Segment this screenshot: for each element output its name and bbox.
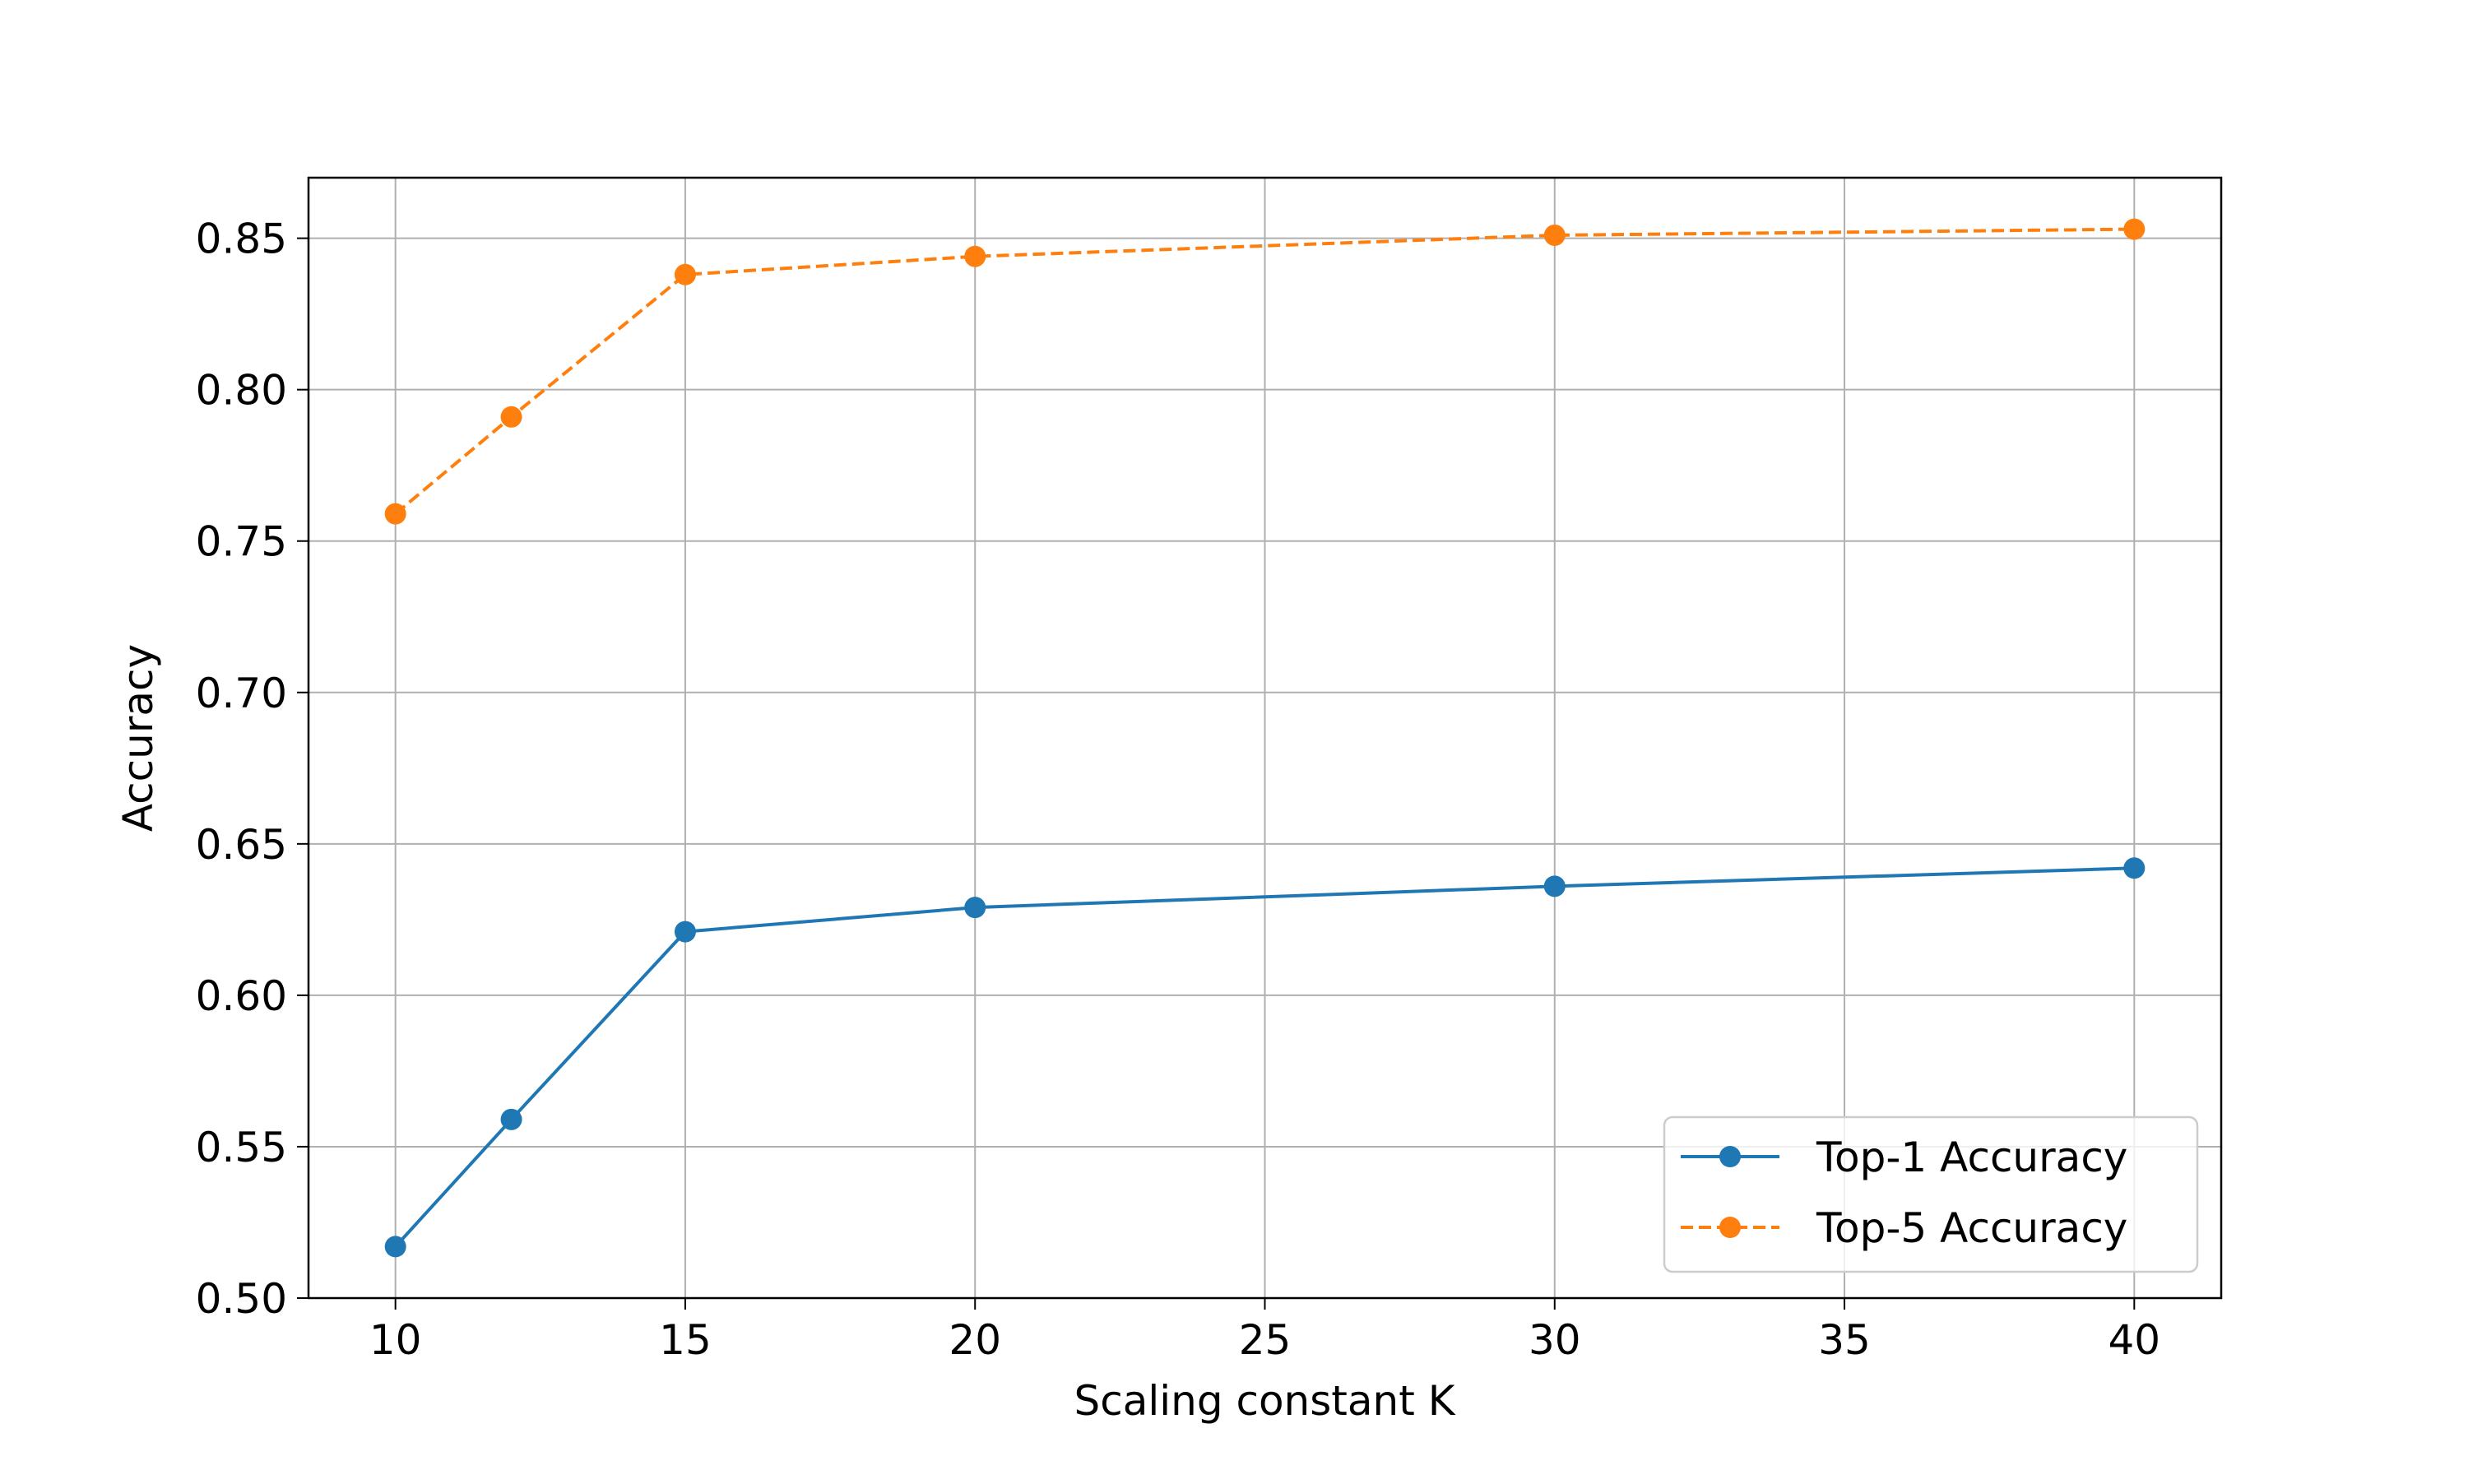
- data-point: [500, 406, 522, 428]
- x-tick-label: 40: [2108, 1316, 2161, 1364]
- legend-item-top-1: Top-1 Accuracy: [1681, 1134, 2127, 1181]
- y-tick-label: 0.60: [196, 972, 287, 1020]
- series-line: [394, 866, 2135, 1248]
- y-tick-label: 0.70: [196, 670, 287, 717]
- x-tick-label: 25: [1239, 1316, 1292, 1364]
- data-point: [2123, 857, 2146, 879]
- series-1: [384, 857, 2146, 1258]
- legend-label-top-1: Top-1 Accuracy: [1816, 1134, 2127, 1181]
- y-tick-label: 0.65: [196, 821, 287, 869]
- x-tick-label: 15: [659, 1316, 712, 1364]
- legend: Top-1 Accuracy Top-5 Accuracy: [1663, 1115, 2199, 1273]
- x-axis-label: Scaling constant K: [1074, 1377, 1455, 1425]
- data-point: [674, 263, 696, 285]
- series-line: [394, 227, 2135, 516]
- x-tick-label: 30: [1529, 1316, 1581, 1364]
- data-point: [674, 921, 696, 943]
- x-tick-label: 10: [369, 1316, 422, 1364]
- y-tick-label: 0.85: [196, 216, 287, 263]
- series-2: [384, 218, 2146, 525]
- x-tick-label: 20: [949, 1316, 1001, 1364]
- legend-marker-top-5: [1719, 1217, 1741, 1238]
- y-tick-label: 0.75: [196, 518, 287, 566]
- series-layer: [384, 218, 2146, 1258]
- x-tick-label: 35: [1818, 1316, 1871, 1364]
- data-point: [1543, 224, 1566, 246]
- ticks: 10 15 20 25 30 35 40 0.50 0.55 0.60 0.65 0.70 0.75 0.…: [196, 216, 2160, 1364]
- data-point: [384, 1236, 406, 1258]
- y-axis-label: Accuracy: [114, 644, 162, 832]
- legend-marker-top-1: [1719, 1146, 1741, 1167]
- legend-label-top-5: Top-5 Accuracy: [1816, 1204, 2127, 1252]
- y-tick-label: 0.80: [196, 367, 287, 415]
- data-point: [2123, 218, 2146, 240]
- y-tick-label: 0.50: [196, 1275, 287, 1323]
- data-point: [500, 1108, 522, 1130]
- data-point: [384, 503, 406, 525]
- y-tick-label: 0.55: [196, 1124, 287, 1171]
- legend-box: [1663, 1115, 2199, 1273]
- data-point: [1543, 875, 1566, 897]
- data-point: [964, 245, 986, 267]
- data-point: [964, 897, 986, 919]
- legend-item-top-5: Top-5 Accuracy: [1681, 1204, 2127, 1252]
